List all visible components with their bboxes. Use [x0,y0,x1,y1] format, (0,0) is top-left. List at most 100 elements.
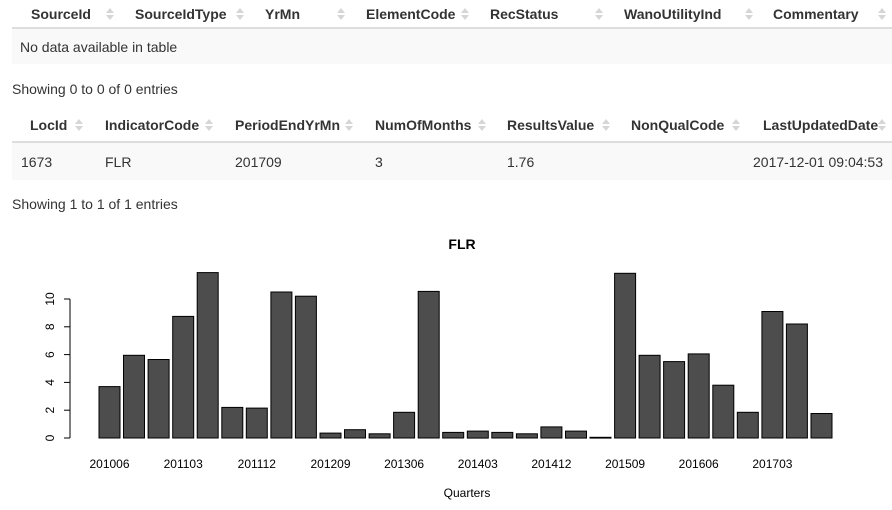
bars [98,272,833,439]
column-header-label: SourceIdType [135,5,227,22]
bar-201112 [245,407,268,439]
column-header-label: PeriodEndYrMn [235,116,341,133]
bar-201506 [589,436,612,439]
table2-col-indicatorcode[interactable]: IndicatorCode [89,108,219,143]
table1-col-sourceidtype[interactable]: SourceIdType [120,0,250,29]
table2-col-periodendyrmn[interactable]: PeriodEndYrMn [219,108,359,143]
y-tick-label: 0 [43,434,57,441]
bar-201012 [147,359,170,439]
table-cell: 1673 [21,153,53,170]
sort-icon[interactable] [205,118,213,132]
sort-icon[interactable] [595,7,603,21]
table-cell: FLR [105,153,132,170]
sort-icon[interactable] [602,118,610,132]
table1-col-elementcode[interactable]: ElementCode [351,0,475,29]
table-row: 1673 FLR 201709 3 1.76 2017-12-01 09:04:53 [12,142,892,180]
bar-201309 [417,290,440,439]
bar-201106 [196,272,219,439]
table2-col-numofmonths[interactable]: NumOfMonths [359,108,492,143]
column-header-label: NumOfMonths [375,116,472,133]
sort-icon[interactable] [106,7,114,21]
bar-201703 [761,311,784,439]
indicator-results-table: LocId IndicatorCode PeriodEndYrMn NumOfMont… [12,108,892,180]
bar-201409 [515,433,538,439]
table-cell: 3 [375,153,383,170]
column-header-label: LastUpdatedDate [763,116,879,133]
bar-201609 [712,384,735,439]
column-header-label: WanoUtilityInd [624,5,722,22]
bar-201509 [614,272,637,439]
sort-icon[interactable] [745,7,753,21]
bar-201709 [810,413,833,439]
x-tick-label: 201103 [164,457,203,471]
table-cell [616,142,746,180]
table2-col-locid[interactable]: LocId [12,108,89,143]
bar-201312 [442,431,465,439]
table1-col-sourceid[interactable]: SourceId [12,0,120,29]
sort-icon[interactable] [878,118,886,132]
bar-201206 [294,295,317,439]
bar-201109 [221,406,244,439]
table-info: Showing 0 to 0 of 0 entries [12,81,178,97]
sort-icon[interactable] [75,118,83,132]
sort-icon[interactable] [732,118,740,132]
bar-201209 [319,432,342,439]
sort-icon[interactable] [236,7,244,21]
table2-col-lastupdateddate[interactable]: LastUpdatedDate [746,108,892,143]
column-header-label: ElementCode [366,5,456,22]
bar-201706 [785,323,808,439]
chart-title: FLR [448,236,475,252]
bar-201503 [565,430,587,439]
x-tick-label: 201209 [310,457,350,471]
bar-201006 [98,386,121,439]
column-header-label: YrMn [265,5,300,22]
sort-icon[interactable] [345,118,353,132]
sort-icon[interactable] [461,7,469,21]
x-axis-label: Quarters [444,486,491,500]
column-header-label: ResultsValue [507,116,595,133]
x-tick-label: 201112 [238,457,277,471]
table-cell: 1.76 [507,153,535,170]
bar-201512 [638,354,661,439]
x-tick-label: 201606 [679,457,719,471]
x-tick-label: 201703 [752,457,792,471]
bar-201603 [663,361,686,439]
table1-col-yrmn[interactable]: YrMn [250,0,351,29]
y-tick-label: 6 [43,351,57,358]
flr-bar-chart: FLR 0 2 4 6 8 10 201006 201103 201112 201209 2013… [43,236,833,500]
table2-col-resultsvalue[interactable]: ResultsValue [492,108,616,143]
bar-201612 [736,411,759,439]
y-tick-label: 4 [43,379,57,386]
y-axis: 0 2 4 6 8 10 [43,292,71,441]
table-cell: 201709 [235,153,282,170]
table2-col-nonqualcode[interactable]: NonQualCode [616,108,746,143]
sort-icon[interactable] [478,118,486,132]
source-data-table: SourceId SourceIdType YrMn ElementCode RecSt… [12,0,892,64]
table-info: Showing 1 to 1 of 1 entries [12,196,178,212]
sort-icon[interactable] [337,7,345,21]
bar-201203 [270,291,293,439]
x-axis-labels: 201006 201103 201112 201209 201306 201403 2014… [89,457,792,471]
y-tick-label: 10 [43,292,57,306]
x-tick-label: 201403 [458,457,498,471]
table1-col-commentary[interactable]: Commentary [759,0,892,29]
y-tick-label: 2 [43,407,57,414]
column-header-label: LocId [30,116,68,133]
table1-col-wanoutilityind[interactable]: WanoUtilityInd [609,0,759,29]
x-tick-label: 201306 [384,457,424,471]
column-header-label: NonQualCode [631,116,725,133]
column-header-label: IndicatorCode [105,116,200,133]
table1-col-recstatus[interactable]: RecStatus [475,0,609,29]
table-cell: 2017-12-01 09:04:53 [753,153,883,170]
x-tick-label: 201412 [531,457,571,471]
bar-201412 [540,426,563,439]
bar-201306 [393,411,416,439]
bar-201103 [172,315,195,439]
empty-table-message: No data available in table [20,38,178,55]
bar-201606 [687,353,710,439]
bar-201403 [466,430,489,439]
sort-icon[interactable] [878,7,886,21]
y-tick-label: 8 [43,323,57,330]
column-header-label: RecStatus [490,5,559,22]
bar-201009 [123,354,145,439]
